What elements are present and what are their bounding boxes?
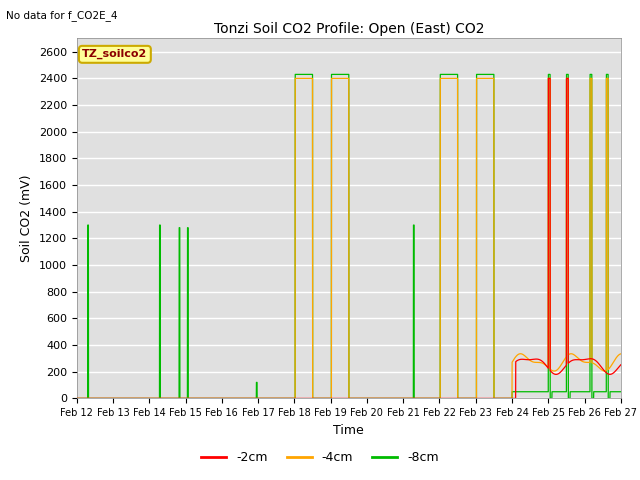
Title: Tonzi Soil CO2 Profile: Open (East) CO2: Tonzi Soil CO2 Profile: Open (East) CO2: [214, 22, 484, 36]
X-axis label: Time: Time: [333, 424, 364, 437]
Y-axis label: Soil CO2 (mV): Soil CO2 (mV): [20, 175, 33, 262]
Text: TZ_soilco2: TZ_soilco2: [82, 49, 147, 60]
Text: No data for f_CO2E_4: No data for f_CO2E_4: [6, 10, 118, 21]
Legend: -2cm, -4cm, -8cm: -2cm, -4cm, -8cm: [196, 446, 444, 469]
